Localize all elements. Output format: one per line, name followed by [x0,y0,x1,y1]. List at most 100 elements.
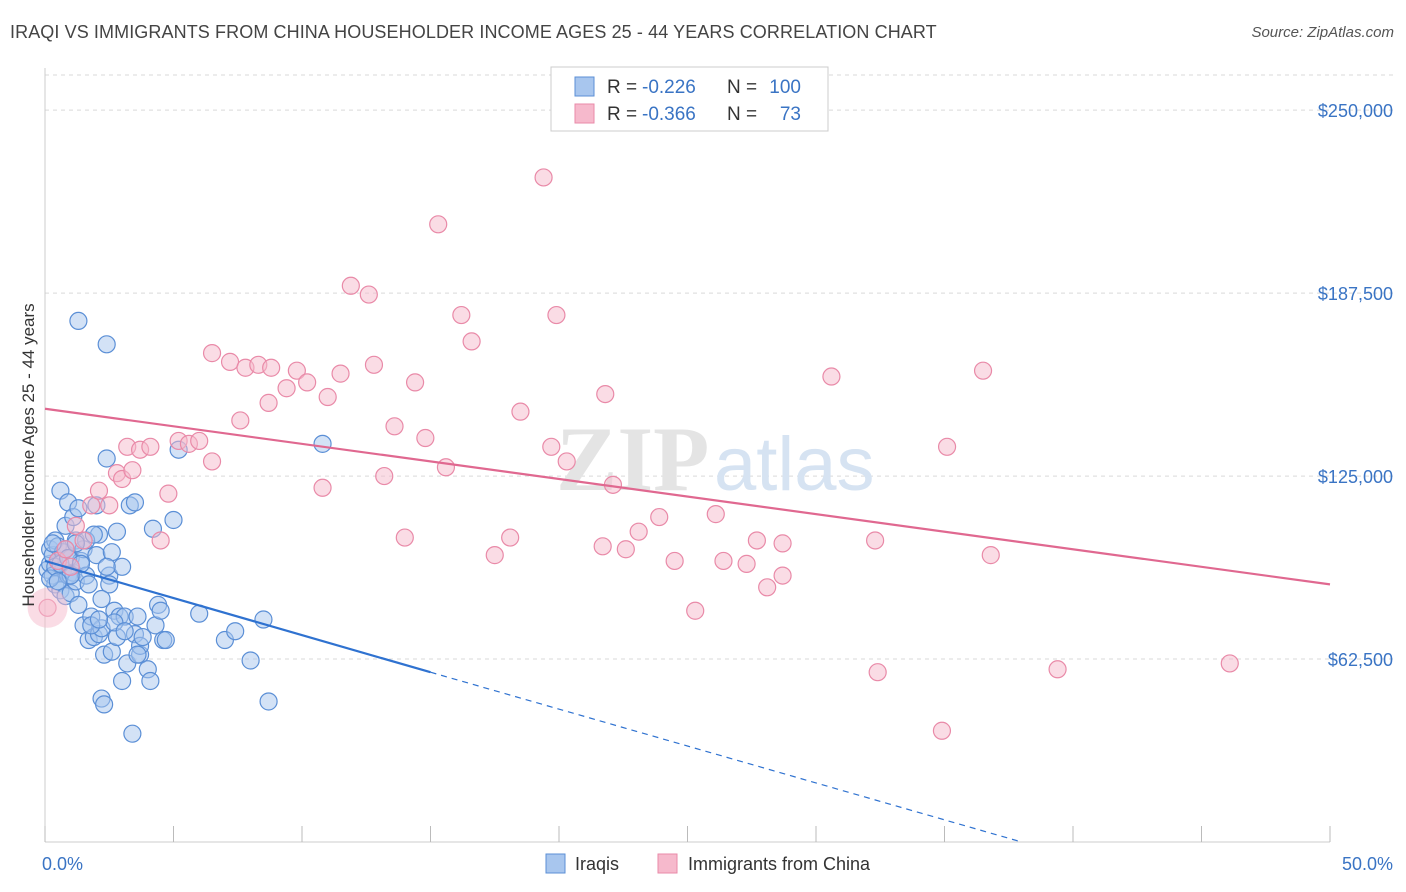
data-point [981,546,1000,565]
legend-swatch-iraqis [574,76,595,97]
data-point [48,572,67,591]
data-point [452,305,471,325]
data-point [714,551,733,571]
data-point [259,393,278,412]
legend-swatch-china [574,103,595,124]
legend-n-value: 73 [780,104,801,125]
data-point [151,601,170,620]
data-point [932,721,952,740]
legend-n-label: N = [727,77,757,98]
data-point [629,522,648,541]
data-point [97,335,116,354]
data-point [100,496,119,515]
data-point [485,546,504,565]
data-point [511,402,530,421]
data-point [112,557,132,576]
data-point [1048,660,1067,679]
data-point [74,531,93,550]
data-point [405,373,425,392]
data-point [501,528,520,547]
data-point [747,531,766,550]
data-point [706,505,725,524]
y-axis-label: Householder Income Ages 25 - 44 years [19,303,38,606]
bottom-legend-swatch-iraqis [545,853,566,874]
data-point [287,361,306,380]
data-point [866,531,885,550]
data-point [128,645,147,664]
data-point [202,344,222,363]
legend-r-value: -0.366 [642,104,696,125]
y-tick-label: $62,500 [1328,650,1393,670]
data-point [259,692,278,711]
data-point-large [27,587,68,628]
data-point [159,484,178,503]
trendlines [44,407,1331,843]
data-point [123,461,142,480]
legend-box [550,66,829,132]
data-point [151,531,170,550]
data-point [429,215,448,234]
data-point [156,630,175,650]
data-point [107,522,127,541]
data-point [89,481,109,500]
data-point [593,537,612,556]
data-point [318,387,337,407]
data-point [416,428,435,448]
data-point [542,437,561,456]
data-point [822,367,841,386]
series-immigrants-from-china [27,168,1239,740]
legend-r-label: R = [607,77,637,98]
data-point [141,437,160,456]
data-point [202,452,222,471]
data-point [69,595,88,614]
bottom-legend-label-iraqis: Iraqis [575,854,619,874]
legend-r-label: R = [607,104,637,125]
data-point [97,557,116,576]
data-point [226,622,245,641]
data-point [82,496,101,515]
legend-n-value: 100 [769,77,801,98]
data-point [115,622,134,641]
legend-r-value: -0.226 [642,77,696,98]
data-point [66,516,85,535]
data-point [385,417,404,436]
data-point [125,493,145,512]
data-point [69,311,88,331]
data-point [1220,654,1239,673]
data-point [557,452,576,471]
data-point [359,285,378,304]
data-point [341,276,360,295]
data-point [937,437,957,456]
data-point [89,610,109,629]
data-point [56,540,75,559]
watermark: ZIP atlas [556,408,875,510]
legend-n-label: N = [727,104,757,125]
y-tick-label: $250,000 [1318,101,1393,121]
data-point [773,566,792,585]
data-point [231,411,250,430]
data-point [462,332,481,351]
axes [44,68,1331,843]
data-point [97,449,116,468]
watermark-atlas: atlas [714,422,875,507]
watermark-zip: ZIP [556,408,709,510]
data-point [298,373,317,392]
chart-source: Source: ZipAtlas.com [1251,24,1394,41]
data-point [616,540,635,559]
data-point [758,578,777,597]
data-point [112,671,132,691]
data-point [92,589,111,609]
data-point [364,355,384,374]
x-tick-label: 50.0% [1342,854,1393,874]
data-point [868,663,887,682]
data-point [686,601,705,620]
data-point [534,168,553,187]
data-point [220,352,240,371]
data-point [596,384,615,404]
data-point [262,358,281,377]
trendline-iraqis [44,559,431,674]
data-point [133,627,152,647]
data-point [79,575,98,594]
data-point [665,551,684,571]
data-point [190,431,209,451]
